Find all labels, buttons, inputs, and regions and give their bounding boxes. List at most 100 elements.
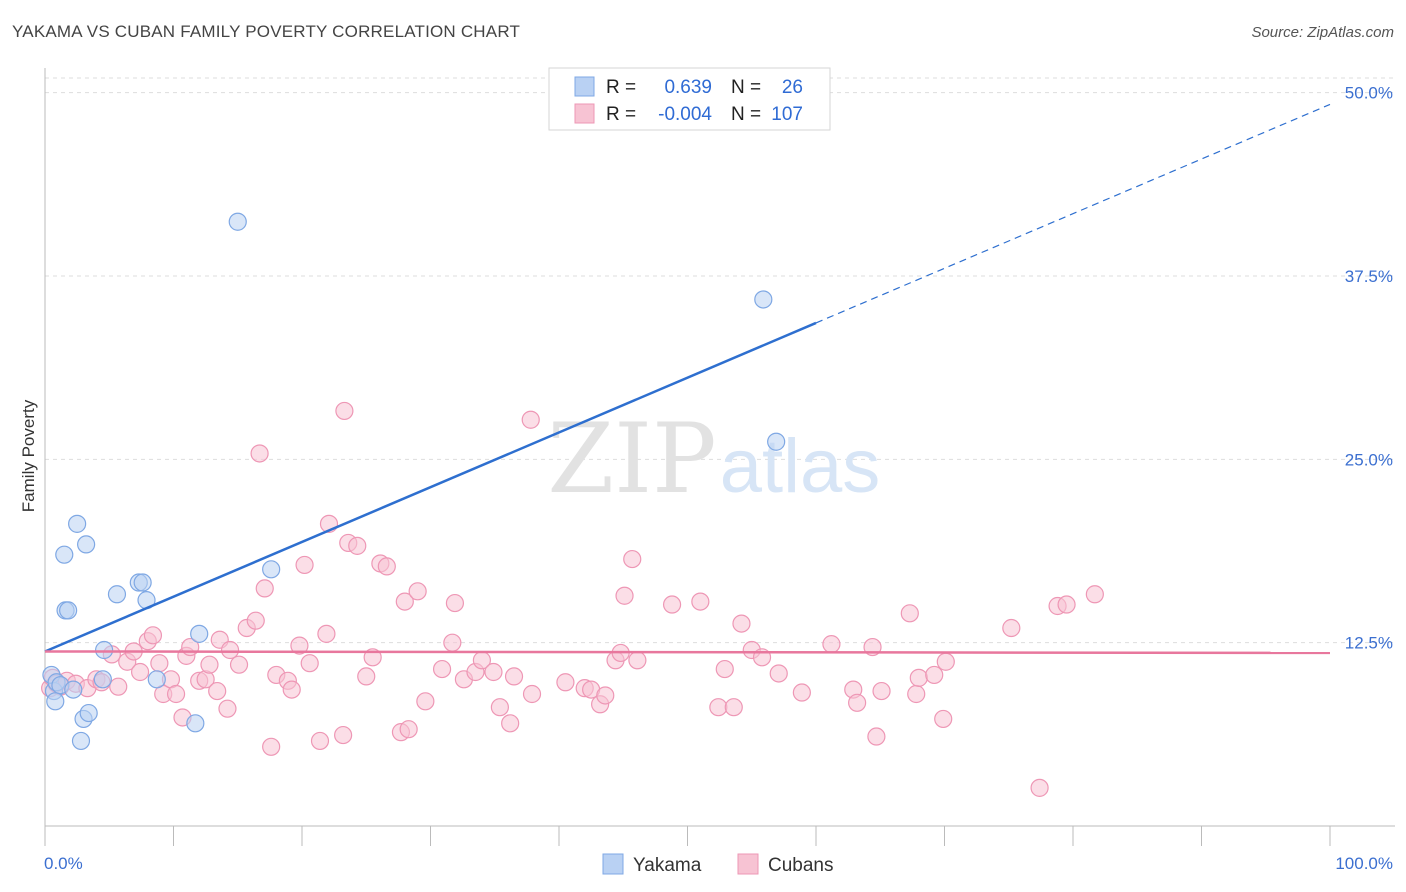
y-tick-label: 25.0% bbox=[1345, 450, 1393, 469]
cubans-point bbox=[628, 651, 647, 670]
yakama-point bbox=[190, 624, 209, 643]
cubans-point bbox=[130, 662, 150, 682]
cubans-point bbox=[334, 725, 353, 745]
legend-r-value-1: 0.639 bbox=[664, 77, 712, 98]
cubans-point bbox=[246, 611, 265, 630]
cubans-point bbox=[166, 684, 186, 704]
cubans-point bbox=[443, 633, 462, 652]
cubans-point bbox=[504, 667, 524, 686]
cubans-point bbox=[715, 659, 734, 679]
cubans-point bbox=[556, 673, 575, 692]
cubans-point bbox=[521, 410, 540, 429]
yakama-point bbox=[95, 640, 114, 660]
cubans-point bbox=[208, 681, 227, 701]
cubans-point bbox=[295, 555, 314, 575]
legend-n-label-1: N = bbox=[731, 77, 761, 98]
cubans-point bbox=[907, 684, 926, 704]
yakama-point bbox=[767, 432, 786, 451]
yakama-point bbox=[186, 714, 205, 733]
cubans-point bbox=[909, 668, 928, 687]
bottom-legend-yakama: Yakama bbox=[633, 855, 702, 876]
cubans-point bbox=[395, 592, 414, 611]
cubans-point bbox=[769, 664, 788, 683]
yakama-point bbox=[71, 731, 91, 751]
cubans-point bbox=[596, 686, 615, 705]
bottom-legend: Yakama Cubans bbox=[602, 853, 834, 876]
cubans-point bbox=[900, 604, 919, 623]
y-tick-labels: 12.5% 25.0% 37.5% 50.0% bbox=[1345, 84, 1393, 653]
cubans-point bbox=[200, 655, 219, 674]
cubans-point bbox=[335, 401, 354, 421]
yakama-point bbox=[93, 670, 112, 689]
stats-legend: R = 0.639 N = 26 R = -0.004 N = 107 bbox=[548, 67, 831, 131]
yakama-point bbox=[262, 560, 281, 579]
cubans-point bbox=[501, 714, 520, 733]
cubans-point bbox=[282, 680, 301, 699]
cubans-point bbox=[290, 636, 309, 655]
yakama-point bbox=[59, 601, 78, 620]
cubans-point bbox=[867, 727, 886, 746]
cubans-point bbox=[662, 595, 682, 614]
cubans-trend-line bbox=[44, 650, 1331, 655]
yakama-series bbox=[42, 212, 786, 751]
yakama-point bbox=[107, 585, 127, 604]
legend-n-label-2: N = bbox=[731, 104, 761, 125]
cubans-point bbox=[615, 586, 634, 605]
chart-title: YAKAMA VS CUBAN FAMILY POVERTY CORRELATI… bbox=[12, 22, 521, 41]
cubans-point bbox=[936, 652, 955, 671]
yakama-trend-extension bbox=[815, 103, 1331, 324]
cubans-point bbox=[724, 698, 743, 717]
cubans-point bbox=[310, 731, 330, 751]
cubans-point bbox=[490, 698, 509, 717]
cubans-point bbox=[1057, 595, 1076, 614]
x-tick-label-min: 0.0% bbox=[44, 854, 83, 873]
source-credit: Source: ZipAtlas.com bbox=[1251, 24, 1394, 41]
cubans-point bbox=[1002, 618, 1021, 638]
cubans-point bbox=[691, 592, 710, 611]
yakama-point bbox=[79, 703, 98, 723]
cubans-point bbox=[822, 635, 841, 654]
axes bbox=[44, 68, 1395, 846]
cubans-point bbox=[445, 593, 465, 613]
cubans-point bbox=[522, 684, 542, 704]
y-tick-label: 12.5% bbox=[1345, 634, 1393, 653]
cubans-point bbox=[348, 536, 367, 555]
y-tick-label: 37.5% bbox=[1345, 267, 1393, 286]
cubans-point bbox=[1030, 778, 1049, 797]
watermark: ZIP atlas bbox=[547, 403, 880, 515]
legend-r-value-2: -0.004 bbox=[658, 104, 712, 125]
y-axis-title: Family Poverty bbox=[19, 399, 38, 512]
cubans-point bbox=[848, 693, 867, 712]
cubans-point bbox=[218, 699, 237, 718]
cubans-point bbox=[255, 579, 274, 598]
yakama-point bbox=[228, 212, 247, 231]
cubans-point bbox=[250, 444, 269, 463]
cubans-point bbox=[399, 720, 418, 739]
cubans-point bbox=[925, 665, 944, 685]
bottom-legend-swatch-yakama bbox=[602, 853, 624, 875]
cubans-point bbox=[484, 662, 503, 682]
cubans-point bbox=[408, 582, 427, 601]
yakama-point bbox=[68, 514, 87, 533]
legend-n-value-2: 107 bbox=[771, 104, 803, 125]
cubans-point bbox=[220, 640, 240, 660]
yakama-point bbox=[46, 692, 65, 711]
yakama-point bbox=[754, 290, 773, 309]
cubans-point bbox=[432, 659, 452, 679]
watermark-atlas: atlas bbox=[720, 424, 881, 509]
watermark-zip: ZIP bbox=[547, 403, 716, 515]
legend-swatch-yakama bbox=[574, 76, 595, 97]
cubans-point bbox=[732, 614, 751, 633]
cubans-point bbox=[150, 654, 169, 673]
cubans-point bbox=[709, 698, 728, 717]
cubans-point bbox=[262, 737, 281, 756]
cubans-point bbox=[792, 683, 811, 702]
yakama-trend-line bbox=[44, 321, 817, 653]
cubans-point bbox=[317, 624, 336, 643]
cubans-point bbox=[872, 681, 891, 701]
y-tick-label: 50.0% bbox=[1345, 84, 1393, 103]
legend-r-label-1: R = bbox=[606, 77, 636, 98]
cubans-point bbox=[377, 557, 396, 576]
legend-swatch-cubans bbox=[574, 103, 595, 124]
